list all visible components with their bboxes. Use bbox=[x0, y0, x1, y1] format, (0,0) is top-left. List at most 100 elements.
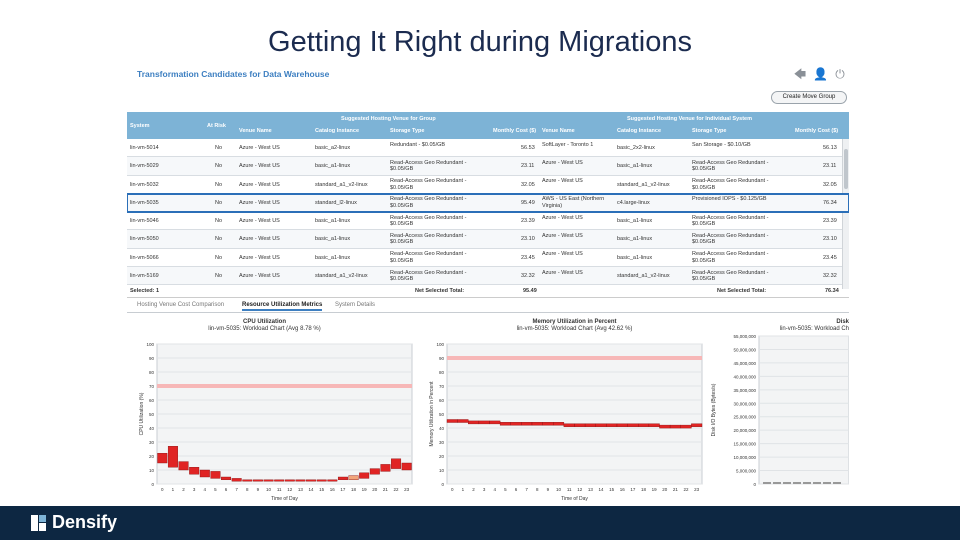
cpu-x-tick: 23 bbox=[404, 487, 410, 492]
cpu-x-tick: 18 bbox=[351, 487, 357, 492]
table-row[interactable]: lin-vm-5035 No Azure - West US standard_l2-… bbox=[127, 192, 849, 214]
memory-x-tick: 11 bbox=[567, 487, 572, 492]
disk-y-tick: 30,000,000 bbox=[733, 401, 756, 406]
cell-risk: No bbox=[215, 145, 223, 151]
memory-chart-title: Memory Utilization in Percent bbox=[532, 319, 616, 325]
disk-bar bbox=[783, 482, 791, 484]
cpu-threshold-band bbox=[157, 384, 412, 388]
cell-venue2: Azure - West US bbox=[542, 178, 583, 185]
table-row[interactable]: lin-vm-5014 No Azure - West US basic_a2-lin… bbox=[127, 139, 849, 158]
create-move-group-button[interactable]: Create Move Group bbox=[771, 91, 847, 104]
cpu-x-tick: 5 bbox=[214, 487, 217, 492]
cell-system: lin-vm-5046 bbox=[130, 218, 159, 225]
table-row[interactable]: lin-vm-5046 No Azure - West US basic_a1-lin… bbox=[127, 212, 849, 231]
disk-y-tick: 55,000,000 bbox=[733, 334, 756, 339]
cell-cost2: 56.13 bbox=[823, 145, 837, 151]
cpu-chart-title: CPU Utilization bbox=[243, 319, 286, 325]
memory-y-tick: 0 bbox=[441, 482, 444, 487]
disk-y-tick: 0 bbox=[753, 482, 756, 487]
cell-system: lin-vm-5050 bbox=[130, 236, 159, 243]
memory-x-tick: 0 bbox=[451, 487, 454, 492]
cell-cost: 32.32 bbox=[521, 273, 535, 280]
net-total-label-group: Net Selected Total: bbox=[415, 288, 465, 295]
cell-storage: Read-Access Geo Redundant - $0.05/GB bbox=[390, 196, 467, 209]
col-monthly-cost-2[interactable]: Monthly Cost ($) bbox=[795, 128, 839, 134]
group-venue-header: Suggested Hosting Venue for Group bbox=[341, 116, 436, 122]
table-row[interactable]: lin-vm-5032 No Azure - West US standard_a1_… bbox=[127, 175, 849, 194]
tab-resource-utilization[interactable]: Resource Utilization Metrics bbox=[242, 302, 323, 311]
scrollbar-thumb[interactable] bbox=[844, 149, 848, 189]
col-system[interactable]: System bbox=[130, 123, 150, 129]
memory-point bbox=[648, 423, 660, 427]
col-storage-type[interactable]: Storage Type bbox=[390, 128, 425, 134]
cell-venue: Azure - West US bbox=[239, 273, 280, 280]
power-icon[interactable]: ⏻ bbox=[835, 67, 845, 81]
table-row[interactable]: lin-vm-5050 No Azure - West US basic_a1-lin… bbox=[127, 230, 849, 249]
memory-point bbox=[627, 423, 639, 427]
cell-cost2: 23.45 bbox=[823, 254, 837, 261]
tab-system-details[interactable]: System Details bbox=[335, 302, 376, 308]
col-monthly-cost[interactable]: Monthly Cost ($) bbox=[493, 128, 537, 134]
cell-risk: No bbox=[215, 199, 223, 206]
tab-hosting-venue-cost[interactable]: Hosting Venue Cost Comparison bbox=[137, 302, 225, 308]
memory-point bbox=[499, 422, 511, 426]
cell-storage: Read-Access Geo Redundant - $0.05/GB bbox=[390, 251, 467, 264]
cell-risk: No bbox=[215, 254, 223, 261]
col-catalog-instance[interactable]: Catalog Instance bbox=[315, 128, 360, 134]
memory-point bbox=[446, 419, 458, 423]
cell-cost2: 76.34 bbox=[823, 199, 837, 206]
grid-footer: Selected: 1 Net Selected Total: 95.49 Ne… bbox=[127, 285, 849, 299]
col-venue-name-2[interactable]: Venue Name bbox=[542, 128, 575, 134]
table-row[interactable]: lin-vm-5169 No Azure - West US standard_a1_… bbox=[127, 267, 849, 286]
cell-storage: Redundant - $0.05/GB bbox=[390, 141, 446, 148]
cpu-bar bbox=[380, 464, 391, 472]
cell-cost2: 23.39 bbox=[823, 218, 837, 225]
memory-point bbox=[468, 420, 480, 425]
cpu-x-tick: 11 bbox=[277, 487, 282, 492]
memory-x-tick: 6 bbox=[515, 487, 518, 492]
cell-venue2: AWS - US East (Northern Virginia) bbox=[542, 196, 605, 209]
memory-x-tick: 10 bbox=[556, 487, 562, 492]
cpu-bar bbox=[157, 452, 168, 464]
disk-y-tick: 20,000,000 bbox=[733, 428, 756, 433]
cpu-bar bbox=[337, 476, 348, 480]
table-row[interactable]: lin-vm-5029 No Azure - West US basic_a1-lin… bbox=[127, 157, 849, 176]
back-arrow-icon[interactable]: 🡄 bbox=[793, 67, 807, 81]
cell-storage2: Read-Access Geo Redundant - $0.05/GB bbox=[692, 178, 769, 191]
table-row[interactable]: lin-vm-5066 No Azure - West US basic_a1-lin… bbox=[127, 248, 849, 268]
memory-x-tick: 1 bbox=[462, 487, 465, 492]
cell-catalog: standard_l2-linux bbox=[315, 199, 357, 206]
disk-y-tick: 40,000,000 bbox=[733, 374, 756, 379]
memory-point bbox=[489, 420, 501, 425]
slide-title: Getting It Right during Migrations bbox=[268, 26, 692, 58]
cpu-y-tick: 80 bbox=[149, 370, 155, 375]
cpu-bar bbox=[401, 462, 412, 471]
col-storage-type-2[interactable]: Storage Type bbox=[692, 128, 727, 134]
memory-y-tick: 90 bbox=[439, 356, 445, 361]
col-venue-name[interactable]: Venue Name bbox=[239, 128, 272, 134]
net-total-value-individual: 76.34 bbox=[825, 288, 839, 295]
cell-venue2: SoftLayer - Toronto 1 bbox=[542, 141, 594, 148]
disk-bar bbox=[803, 482, 811, 484]
cpu-bar bbox=[263, 479, 274, 482]
user-icon[interactable]: 👤 bbox=[813, 67, 828, 81]
candidates-grid: Suggested Hosting Venue for Group Sugges… bbox=[127, 112, 849, 299]
grid-scrollbar[interactable] bbox=[842, 139, 849, 289]
cpu-x-label: Time of Day bbox=[271, 496, 298, 502]
cpu-x-tick: 3 bbox=[193, 487, 196, 492]
net-total-label-individual: Net Selected Total: bbox=[717, 288, 767, 295]
cpu-chart-subtitle: lin-vm-5035: Workload Chart (Avg 8.78 %) bbox=[208, 326, 321, 332]
cell-venue: Azure - West US bbox=[239, 218, 280, 225]
memory-point bbox=[595, 423, 607, 427]
cell-cost2: 32.32 bbox=[823, 273, 837, 280]
cpu-bar bbox=[210, 471, 221, 479]
col-catalog-instance-2[interactable]: Catalog Instance bbox=[617, 128, 662, 134]
memory-x-tick: 23 bbox=[694, 487, 700, 492]
cpu-x-tick: 20 bbox=[372, 487, 378, 492]
cell-venue: Azure - West US bbox=[239, 254, 280, 261]
memory-point bbox=[606, 423, 618, 427]
cell-system: lin-vm-5014 bbox=[130, 145, 159, 151]
cpu-bar bbox=[295, 479, 306, 482]
col-at-risk[interactable]: At Risk bbox=[207, 123, 226, 129]
cell-system: lin-vm-5032 bbox=[130, 181, 159, 188]
